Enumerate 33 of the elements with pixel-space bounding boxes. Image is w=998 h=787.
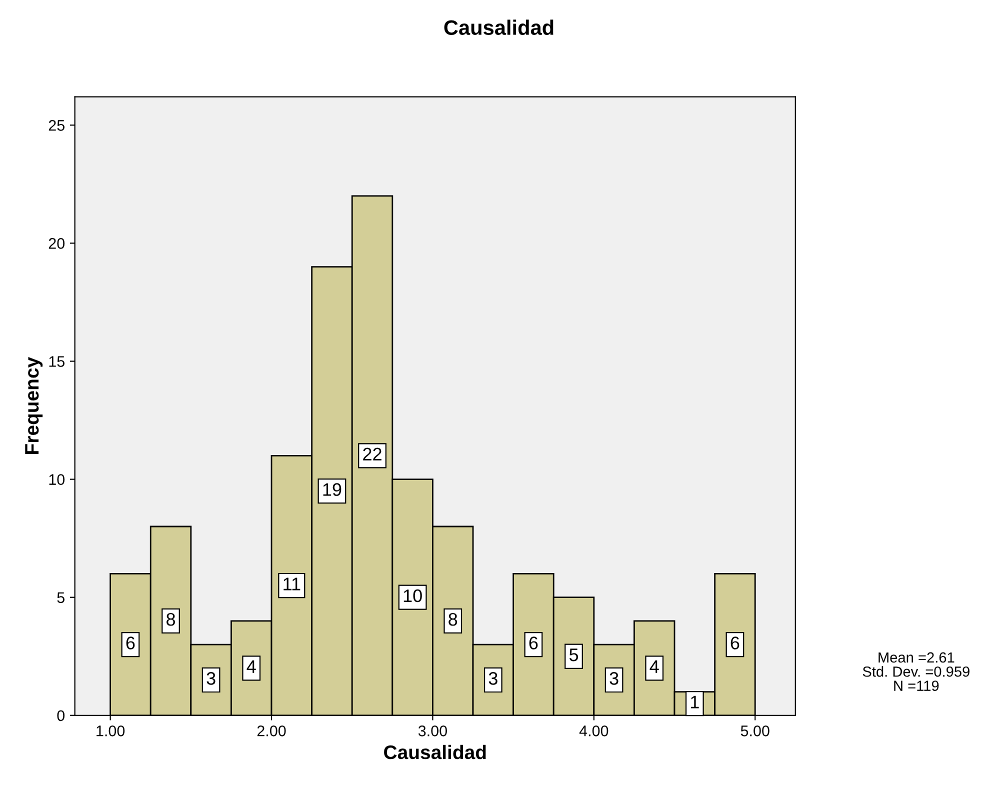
x-axis-title: Causalidad — [384, 744, 486, 760]
x-tick-label: 4.00 — [579, 726, 608, 736]
data-label: 10 — [404, 589, 422, 602]
data-label: 4 — [650, 660, 659, 673]
y-tick-label: 25 — [48, 120, 64, 131]
x-tick-label: 2.00 — [257, 726, 286, 736]
y-axis-title: Frequency — [25, 357, 43, 454]
text: Std. Dev. =0.959 — [862, 666, 970, 677]
x-tick-label: 5.00 — [740, 726, 770, 736]
x-tick-label: 3.00 — [418, 726, 447, 736]
data-label: 8 — [448, 613, 458, 626]
text: Mean =2.61 — [878, 652, 954, 663]
data-label: 6 — [730, 636, 740, 650]
data-label: 6 — [529, 636, 538, 650]
data-label: 6 — [126, 636, 135, 650]
y-tick-label: 10 — [49, 474, 65, 485]
x-tick-label: 1.00 — [96, 726, 125, 736]
text: N =119 — [894, 680, 939, 691]
data-label: 3 — [488, 672, 498, 685]
data-label: 5 — [569, 648, 578, 662]
data-label: 11 — [284, 578, 300, 590]
data-label: 4 — [246, 660, 256, 673]
y-tick-label: 15 — [49, 356, 64, 367]
data-label: 8 — [166, 613, 175, 626]
y-tick-label: 5 — [57, 592, 64, 604]
chart-title: Causalidad — [444, 20, 554, 35]
data-label: 3 — [206, 672, 216, 685]
data-label: 19 — [323, 483, 342, 496]
y-tick-label: 0 — [57, 710, 65, 722]
data-label: 22 — [363, 448, 382, 460]
data-label: 1 — [691, 696, 699, 708]
y-tick-label: 20 — [48, 238, 65, 249]
data-label: 3 — [610, 672, 618, 685]
